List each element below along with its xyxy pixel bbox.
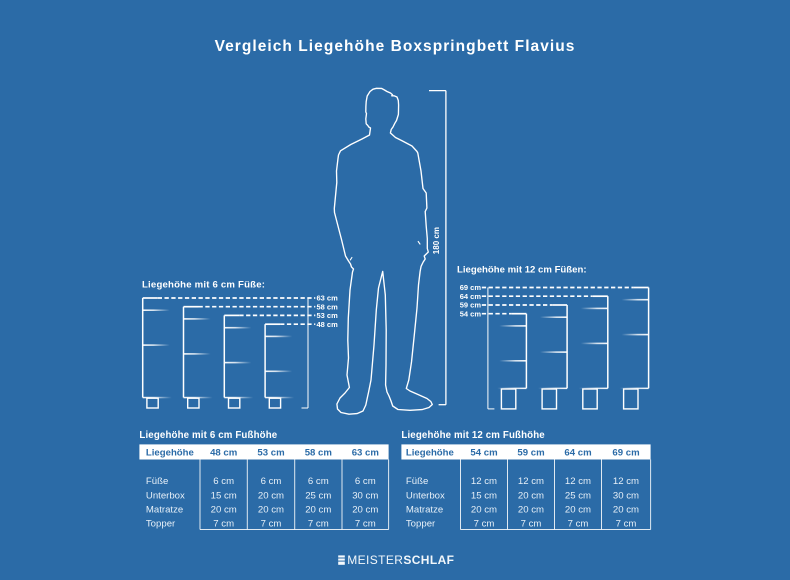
svg-text:Füße: Füße: [146, 476, 168, 487]
svg-text:48 cm: 48 cm: [210, 447, 237, 458]
svg-text:20 cm: 20 cm: [258, 505, 284, 516]
svg-text:64 cm: 64 cm: [460, 292, 482, 301]
svg-text:180 cm: 180 cm: [432, 227, 441, 254]
svg-text:64 cm: 64 cm: [564, 447, 591, 458]
svg-text:MEISTERSCHLAF: MEISTERSCHLAF: [347, 553, 454, 567]
svg-text:7 cm: 7 cm: [213, 519, 234, 530]
svg-text:53 cm: 53 cm: [257, 447, 284, 458]
svg-text:Topper: Topper: [406, 519, 436, 530]
svg-text:12 cm: 12 cm: [613, 476, 639, 487]
svg-text:12 cm: 12 cm: [565, 476, 591, 487]
svg-text:7 cm: 7 cm: [355, 519, 376, 530]
svg-text:15 cm: 15 cm: [471, 490, 497, 501]
svg-text:12 cm: 12 cm: [518, 476, 544, 487]
svg-text:20 cm: 20 cm: [518, 490, 544, 501]
svg-text:25 cm: 25 cm: [305, 490, 331, 501]
svg-text:6 cm: 6 cm: [308, 476, 329, 487]
svg-text:Topper: Topper: [146, 519, 176, 530]
svg-text:Unterbox: Unterbox: [146, 490, 185, 501]
svg-text:20 cm: 20 cm: [613, 505, 639, 516]
svg-text:Liegehöhe mit 12 cm Füßen:: Liegehöhe mit 12 cm Füßen:: [457, 265, 587, 276]
svg-text:25 cm: 25 cm: [565, 490, 591, 501]
svg-text:59 cm: 59 cm: [460, 301, 482, 310]
svg-text:Füße: Füße: [406, 476, 428, 487]
svg-text:20 cm: 20 cm: [565, 505, 591, 516]
svg-text:Vergleich Liegehöhe Boxspringb: Vergleich Liegehöhe Boxspringbett Flaviu…: [215, 38, 576, 55]
svg-text:63 cm: 63 cm: [317, 294, 339, 303]
svg-text:63 cm: 63 cm: [352, 447, 379, 458]
svg-text:7 cm: 7 cm: [261, 519, 282, 530]
svg-text:7 cm: 7 cm: [308, 519, 329, 530]
svg-text:30 cm: 30 cm: [352, 490, 378, 501]
svg-text:Liegehöhe: Liegehöhe: [146, 447, 194, 458]
svg-text:6 cm: 6 cm: [261, 476, 282, 487]
svg-text:15 cm: 15 cm: [211, 490, 237, 501]
svg-text:69 cm: 69 cm: [460, 283, 482, 292]
svg-text:54 cm: 54 cm: [460, 309, 482, 318]
svg-text:7 cm: 7 cm: [521, 519, 542, 530]
svg-text:48 cm: 48 cm: [317, 320, 339, 329]
svg-text:Unterbox: Unterbox: [406, 490, 445, 501]
svg-text:20 cm: 20 cm: [211, 505, 237, 516]
svg-text:7 cm: 7 cm: [616, 519, 637, 530]
svg-text:20 cm: 20 cm: [305, 505, 331, 516]
svg-text:7 cm: 7 cm: [568, 519, 589, 530]
svg-text:Matratze: Matratze: [406, 505, 443, 516]
svg-text:20 cm: 20 cm: [518, 505, 544, 516]
svg-text:69 cm: 69 cm: [612, 447, 639, 458]
svg-text:6 cm: 6 cm: [213, 476, 234, 487]
svg-text:59 cm: 59 cm: [517, 447, 544, 458]
svg-text:53 cm: 53 cm: [317, 311, 339, 320]
svg-text:20 cm: 20 cm: [352, 505, 378, 516]
svg-text:6 cm: 6 cm: [355, 476, 376, 487]
svg-text:Matratze: Matratze: [146, 505, 183, 516]
svg-text:54 cm: 54 cm: [470, 447, 497, 458]
svg-text:Liegehöhe mit 6 cm Füße:: Liegehöhe mit 6 cm Füße:: [142, 280, 265, 291]
svg-text:20 cm: 20 cm: [471, 505, 497, 516]
svg-text:Liegehöhe: Liegehöhe: [406, 447, 454, 458]
svg-text:12 cm: 12 cm: [471, 476, 497, 487]
svg-text:Liegehöhe mit 12 cm Fußhöhe: Liegehöhe mit 12 cm Fußhöhe: [401, 430, 545, 441]
svg-text:30 cm: 30 cm: [613, 490, 639, 501]
svg-text:58 cm: 58 cm: [317, 302, 339, 311]
svg-text:58 cm: 58 cm: [305, 447, 332, 458]
svg-text:7 cm: 7 cm: [474, 519, 495, 530]
svg-text:20 cm: 20 cm: [258, 490, 284, 501]
svg-text:Liegehöhe mit 6 cm Fußhöhe: Liegehöhe mit 6 cm Fußhöhe: [139, 430, 277, 441]
